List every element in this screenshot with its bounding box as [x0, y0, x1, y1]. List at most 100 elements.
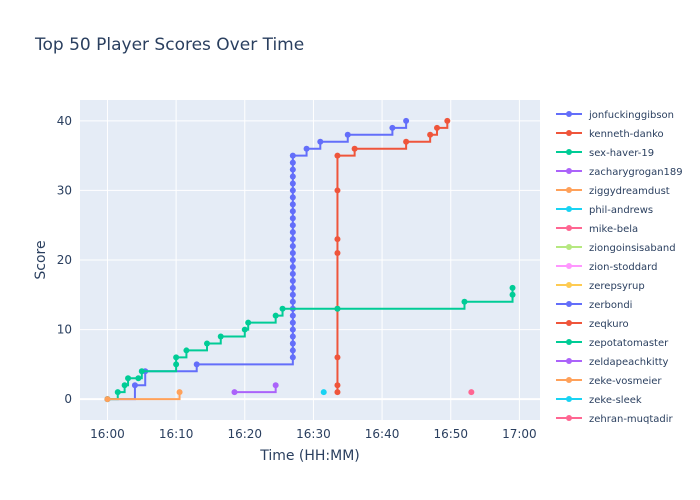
data-point[interactable]: [104, 396, 111, 403]
legend-item[interactable]: sex-haver-19: [556, 148, 654, 159]
legend-item[interactable]: jonfuckinggibson: [556, 110, 674, 121]
data-point[interactable]: [289, 243, 296, 250]
data-point[interactable]: [272, 382, 279, 389]
data-point[interactable]: [173, 361, 180, 368]
data-point[interactable]: [289, 263, 296, 270]
data-point[interactable]: [334, 354, 341, 361]
data-point[interactable]: [461, 298, 468, 305]
x-tick-label: 16:50: [433, 427, 468, 441]
data-point[interactable]: [289, 284, 296, 291]
data-point[interactable]: [245, 319, 252, 326]
data-point[interactable]: [344, 131, 351, 138]
data-point[interactable]: [121, 382, 128, 389]
data-point[interactable]: [289, 215, 296, 222]
data-point[interactable]: [289, 312, 296, 319]
data-point[interactable]: [272, 312, 279, 319]
legend-item[interactable]: zeke-vosmeier: [556, 376, 662, 387]
data-point[interactable]: [131, 382, 138, 389]
data-point[interactable]: [334, 389, 341, 396]
legend-item[interactable]: zion-stoddard: [556, 262, 657, 273]
data-point[interactable]: [289, 257, 296, 263]
data-point[interactable]: [217, 333, 224, 340]
data-point[interactable]: [125, 375, 132, 382]
legend-label: jonfuckinggibson: [588, 110, 674, 121]
legend-swatch-marker: [566, 301, 572, 307]
data-point[interactable]: [351, 145, 358, 152]
data-point[interactable]: [204, 340, 211, 347]
data-point[interactable]: [289, 347, 296, 354]
data-point[interactable]: [289, 159, 296, 166]
data-point[interactable]: [289, 354, 296, 361]
legend-item[interactable]: zacharygrogan189: [556, 167, 683, 178]
data-point[interactable]: [289, 319, 296, 326]
data-point[interactable]: [289, 298, 296, 305]
data-point[interactable]: [289, 173, 296, 180]
data-point[interactable]: [289, 222, 296, 229]
data-point[interactable]: [279, 305, 286, 312]
data-point[interactable]: [289, 270, 296, 277]
legend-label: zeke-sleek: [589, 395, 642, 406]
legend-item[interactable]: phil-andrews: [556, 205, 653, 216]
legend-swatch-marker: [566, 225, 572, 231]
data-point[interactable]: [183, 347, 190, 354]
data-point[interactable]: [289, 208, 296, 215]
data-point[interactable]: [444, 117, 451, 124]
data-point[interactable]: [173, 354, 180, 361]
data-point[interactable]: [289, 291, 296, 298]
data-point[interactable]: [320, 389, 327, 396]
legend-item[interactable]: kenneth-danko: [556, 129, 664, 140]
legend-swatch-marker: [566, 168, 572, 174]
data-point[interactable]: [303, 145, 310, 152]
legend-item[interactable]: mike-bela: [556, 224, 638, 235]
data-point[interactable]: [289, 340, 296, 347]
data-point[interactable]: [289, 152, 296, 159]
legend-item[interactable]: ziggydreamdust: [556, 186, 670, 197]
data-point[interactable]: [289, 166, 296, 173]
data-point[interactable]: [289, 194, 296, 201]
legend-item[interactable]: zeqkuro: [556, 319, 629, 330]
legend-label: zepotatomaster: [589, 338, 669, 349]
data-point[interactable]: [403, 117, 410, 124]
data-point[interactable]: [176, 389, 183, 396]
data-point[interactable]: [509, 291, 516, 298]
data-point[interactable]: [289, 187, 296, 194]
legend-swatch-marker: [566, 130, 572, 136]
y-tick-labels: 0 10 20 30 40: [57, 114, 72, 406]
data-point[interactable]: [135, 375, 142, 382]
data-point[interactable]: [289, 277, 296, 284]
data-point[interactable]: [427, 131, 434, 138]
data-point[interactable]: [289, 333, 296, 340]
data-point[interactable]: [334, 152, 341, 159]
data-point[interactable]: [334, 305, 341, 312]
legend-item[interactable]: zeke-sleek: [556, 395, 642, 406]
data-point[interactable]: [193, 361, 200, 368]
data-point[interactable]: [289, 250, 296, 257]
data-point[interactable]: [114, 389, 121, 396]
data-point[interactable]: [289, 201, 296, 208]
legend-label: zeqkuro: [589, 319, 629, 330]
legend-item[interactable]: ziongoinsisaband: [556, 243, 676, 254]
data-point[interactable]: [289, 229, 296, 236]
data-point[interactable]: [403, 138, 410, 145]
data-point[interactable]: [434, 124, 441, 131]
legend-item[interactable]: zerbondi: [556, 300, 632, 311]
legend-item[interactable]: zepotatomaster: [556, 338, 669, 349]
legend[interactable]: jonfuckinggibson kenneth-danko sex-haver-1…: [556, 110, 683, 425]
data-point[interactable]: [334, 250, 341, 257]
data-point[interactable]: [241, 326, 248, 333]
data-point[interactable]: [334, 236, 341, 243]
data-point[interactable]: [334, 382, 341, 389]
legend-item[interactable]: zehran-muqtadir: [556, 414, 674, 425]
data-point[interactable]: [289, 236, 296, 243]
data-point[interactable]: [138, 368, 145, 375]
data-point[interactable]: [317, 138, 324, 145]
data-point[interactable]: [289, 180, 296, 187]
legend-item[interactable]: zerepsyrup: [556, 281, 645, 292]
data-point[interactable]: [389, 124, 396, 131]
data-point[interactable]: [334, 187, 341, 194]
data-point[interactable]: [468, 389, 475, 396]
data-point[interactable]: [289, 326, 296, 333]
legend-item[interactable]: zeldapeachkitty: [556, 357, 669, 368]
data-point[interactable]: [509, 284, 516, 291]
data-point[interactable]: [231, 389, 238, 396]
